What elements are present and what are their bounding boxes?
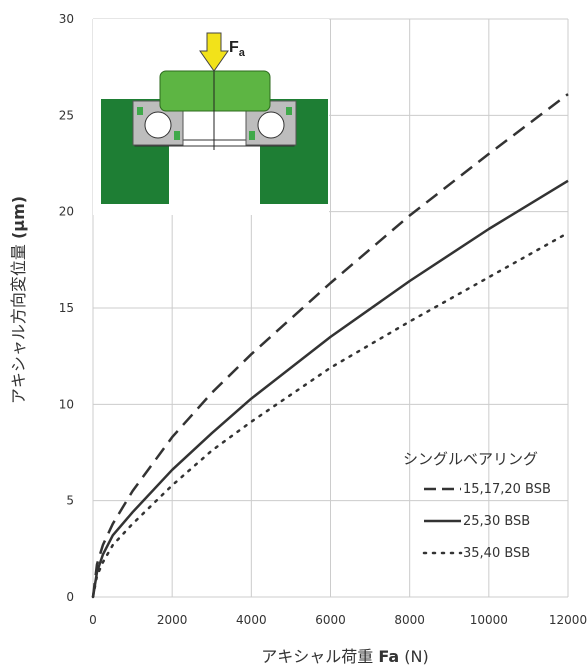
legend-label: 25,30 BSB <box>463 514 530 529</box>
legend: シングルベアリング 15,17,20 BSB 25,30 BSB 35,40 BSB <box>403 450 551 561</box>
x-tick-label: 4000 <box>236 613 267 627</box>
ball-right <box>257 111 285 139</box>
y-axis-title: アキシャル方向変位量 (μm) <box>9 196 28 404</box>
x-tick-label: 8000 <box>394 613 425 627</box>
seal-left-bottom <box>174 131 180 140</box>
seal-right-top <box>286 107 292 115</box>
bearing-illustration: Fa <box>93 19 329 215</box>
seal-right-bottom <box>249 131 255 140</box>
x-tick-label: 2000 <box>157 613 188 627</box>
series-line <box>91 179 569 598</box>
legend-label: 15,17,20 BSB <box>463 482 551 497</box>
y-tick-label: 5 <box>66 494 74 508</box>
seal-left-top <box>137 107 143 115</box>
series-line <box>91 93 569 598</box>
ball-left <box>144 111 172 139</box>
x-tick-label: 6000 <box>315 613 346 627</box>
series <box>91 93 570 599</box>
y-tick-label: 20 <box>59 205 74 219</box>
legend-title: シングルベアリング <box>403 450 538 468</box>
y-tick-label: 30 <box>59 12 74 26</box>
x-axis-title: アキシャル荷重 Fa (N) <box>261 647 428 666</box>
y-tick-label: 25 <box>59 108 74 122</box>
y-tick-label: 10 <box>59 397 74 411</box>
legend-items: 15,17,20 BSB 25,30 BSB 35,40 BSB <box>422 482 551 561</box>
x-tick-label: 10000 <box>470 613 508 627</box>
x-tick-label: 12000 <box>549 613 587 627</box>
x-tick-label: 0 <box>89 613 97 627</box>
y-tick-label: 0 <box>66 590 74 604</box>
ticks: 0 2000 4000 6000 8000 10000 12000 0 5 10 15 20 25 30 <box>59 12 587 627</box>
force-label: Fa <box>229 39 246 59</box>
shaft-block <box>159 70 271 112</box>
legend-label: 35,40 BSB <box>463 546 530 561</box>
y-tick-label: 15 <box>59 301 74 315</box>
force-arrow-icon <box>199 32 229 72</box>
